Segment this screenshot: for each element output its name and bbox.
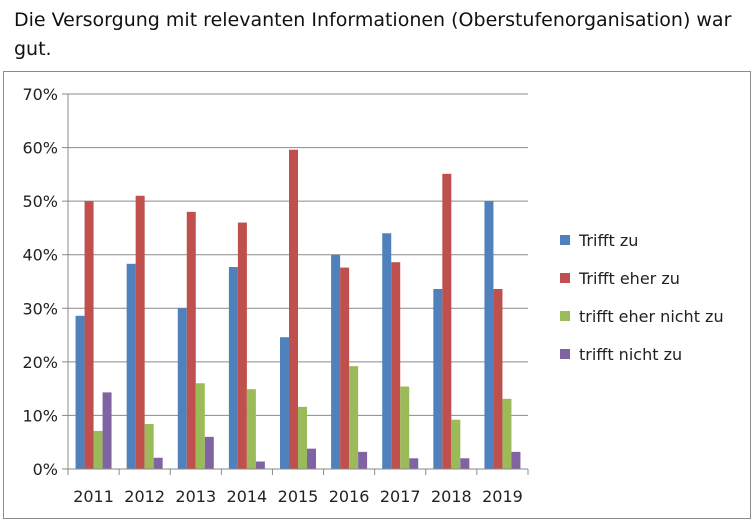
chart-title: Die Versorgung mit relevanten Informatio… bbox=[14, 9, 732, 60]
bar bbox=[298, 406, 307, 469]
bar bbox=[153, 457, 163, 469]
bar bbox=[195, 383, 205, 469]
bar bbox=[246, 389, 256, 469]
bar bbox=[340, 267, 350, 469]
bar bbox=[75, 315, 85, 469]
bar bbox=[93, 430, 103, 469]
y-tick-label: 60% bbox=[22, 139, 58, 158]
x-tick-label: 2018 bbox=[431, 487, 472, 506]
x-tick-label: 2011 bbox=[73, 487, 114, 506]
y-tick-label: 20% bbox=[22, 353, 58, 372]
bar bbox=[307, 448, 316, 469]
chart-frame bbox=[3, 71, 751, 519]
bar bbox=[349, 366, 359, 469]
bar bbox=[382, 233, 392, 469]
x-tick-label: 2019 bbox=[482, 487, 523, 506]
y-tick-label: 50% bbox=[22, 192, 58, 211]
bar bbox=[204, 436, 214, 469]
y-axis: 0% 10% 20% 30% 40% 50% 60% 70% bbox=[22, 85, 69, 479]
bar bbox=[484, 201, 494, 469]
bar bbox=[493, 289, 503, 469]
bar bbox=[135, 195, 145, 470]
legend-swatch bbox=[560, 273, 570, 283]
bar bbox=[289, 149, 298, 469]
x-tick-label: 2013 bbox=[175, 487, 216, 506]
x-tick-label: 2016 bbox=[329, 487, 370, 506]
bar bbox=[237, 222, 247, 469]
legend-swatch bbox=[560, 349, 570, 359]
bar bbox=[502, 398, 512, 469]
bar bbox=[451, 419, 461, 469]
x-tick-label: 2014 bbox=[227, 487, 268, 506]
bar bbox=[126, 263, 136, 469]
bar bbox=[391, 262, 401, 469]
legend-swatch bbox=[560, 235, 570, 245]
legend: Trifft zu Trifft eher zu trifft eher nicht… bbox=[560, 231, 724, 364]
bar bbox=[177, 308, 187, 469]
bars bbox=[75, 149, 521, 470]
y-tick-label: 30% bbox=[22, 299, 58, 318]
y-tick-label: 10% bbox=[22, 406, 58, 425]
bar bbox=[409, 458, 419, 469]
legend-label: trifft eher nicht zu bbox=[579, 307, 724, 326]
bar bbox=[255, 461, 265, 469]
legend-label: Trifft zu bbox=[578, 231, 638, 250]
y-tick-label: 70% bbox=[22, 85, 58, 104]
x-axis: 2011 2012 2013 2014 2015 2016 2017 2018 2019 bbox=[67, 468, 529, 506]
bar bbox=[433, 289, 443, 469]
x-tick-label: 2017 bbox=[380, 487, 421, 506]
legend-label: trifft nicht zu bbox=[579, 345, 682, 364]
bar bbox=[358, 451, 368, 469]
bar bbox=[442, 173, 452, 470]
bar bbox=[228, 267, 238, 469]
bar bbox=[460, 458, 470, 469]
legend-label: Trifft eher zu bbox=[578, 269, 680, 288]
bar bbox=[331, 254, 341, 469]
bar bbox=[186, 211, 196, 469]
bar bbox=[280, 337, 289, 469]
bar bbox=[102, 392, 112, 469]
legend-swatch bbox=[560, 311, 570, 321]
bar bbox=[511, 451, 521, 469]
y-tick-label: 40% bbox=[22, 246, 58, 265]
bar bbox=[144, 424, 154, 469]
bar bbox=[400, 386, 410, 469]
y-tick-label: 0% bbox=[33, 460, 58, 479]
x-tick-label: 2012 bbox=[124, 487, 165, 506]
bar bbox=[84, 201, 94, 469]
x-tick-label: 2015 bbox=[278, 487, 319, 506]
